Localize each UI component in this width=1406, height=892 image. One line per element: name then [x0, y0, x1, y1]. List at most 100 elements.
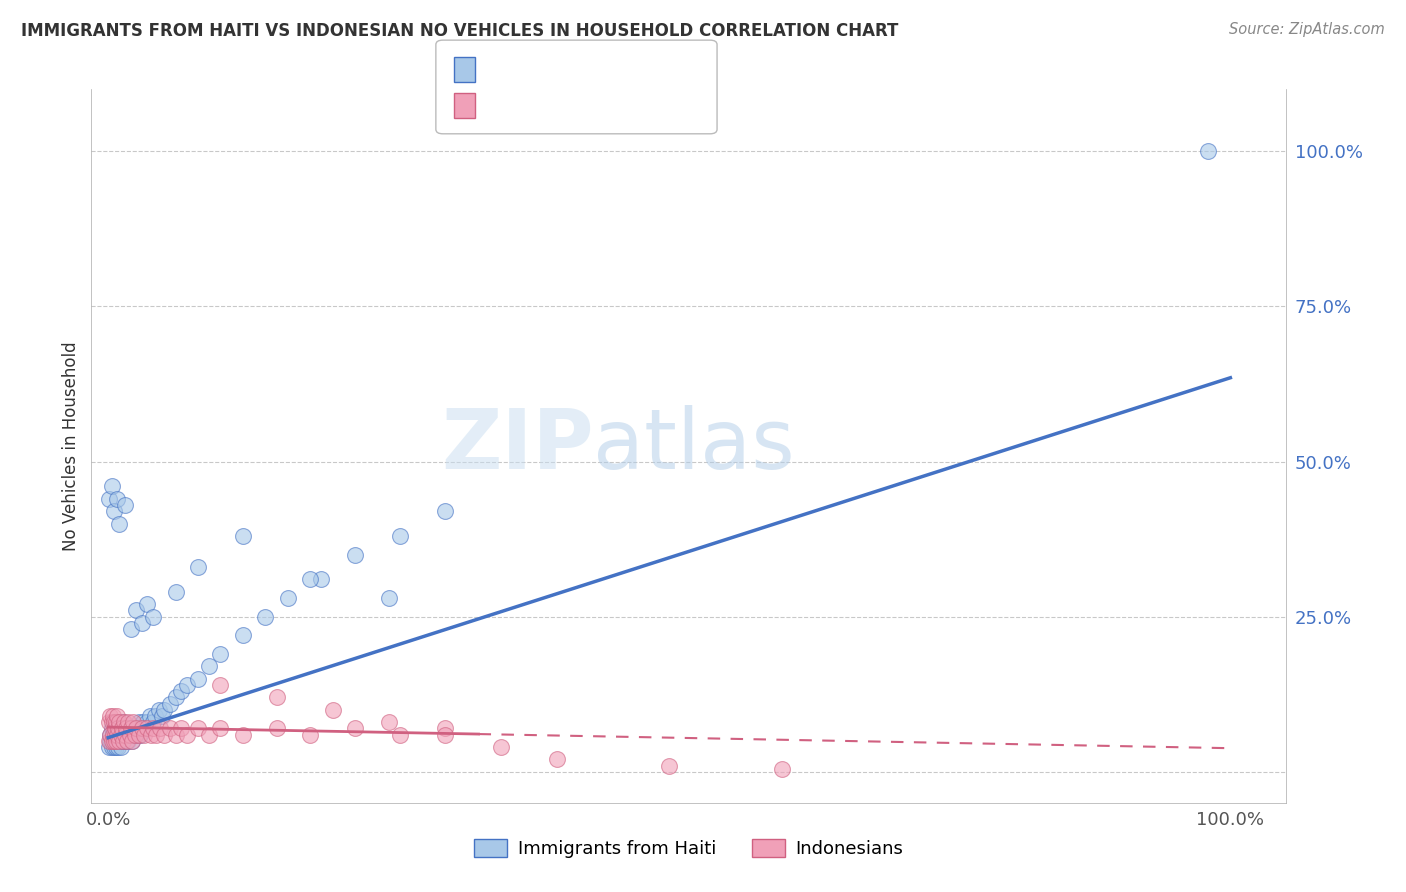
Point: [131, 722, 153, 736]
Point: [117, 722, 139, 736]
Point: [120, 622, 142, 636]
Point: [153, 727, 176, 741]
Point: [170, 684, 193, 698]
Point: [110, 739, 132, 754]
Point: [1197, 145, 1219, 159]
Point: [121, 733, 143, 747]
Point: [100, 727, 122, 741]
Point: [277, 591, 299, 605]
Point: [125, 727, 148, 741]
Point: [266, 722, 288, 736]
Point: [127, 722, 149, 736]
Point: [105, 727, 128, 741]
Point: [136, 715, 159, 730]
Point: [100, 733, 122, 747]
Point: [322, 703, 344, 717]
Point: [114, 498, 136, 512]
Point: [165, 690, 187, 705]
Point: [112, 715, 135, 730]
Point: [100, 739, 122, 754]
Point: [134, 727, 156, 741]
Point: [139, 709, 162, 723]
Point: [111, 733, 134, 747]
Point: [103, 722, 125, 736]
Point: [105, 733, 128, 747]
Text: 0.574: 0.574: [538, 61, 591, 78]
Point: [98, 715, 121, 730]
Point: [117, 733, 139, 747]
Point: [105, 733, 128, 747]
Text: -0.078: -0.078: [538, 96, 598, 114]
Point: [111, 727, 134, 741]
Point: [104, 727, 127, 741]
Point: [107, 722, 129, 736]
Point: [118, 727, 141, 741]
Point: [115, 733, 138, 747]
Point: [125, 603, 148, 617]
Point: [198, 727, 221, 741]
Point: [143, 709, 166, 723]
Point: [232, 628, 254, 642]
Point: [111, 722, 134, 736]
Legend: Immigrants from Haiti, Indonesians: Immigrants from Haiti, Indonesians: [467, 831, 911, 865]
Point: [433, 727, 456, 741]
Point: [98, 491, 121, 506]
Point: [117, 733, 139, 747]
Point: [489, 739, 512, 754]
Point: [117, 715, 139, 730]
Point: [378, 715, 401, 730]
Point: [118, 727, 141, 741]
Point: [121, 733, 143, 747]
Point: [139, 727, 162, 741]
Point: [134, 722, 156, 736]
Point: [100, 715, 122, 730]
Point: [110, 727, 132, 741]
Point: [209, 722, 232, 736]
Point: [98, 733, 121, 747]
Point: [110, 727, 132, 741]
Point: [658, 758, 681, 772]
Point: [165, 727, 187, 741]
Point: [104, 727, 127, 741]
Text: 81: 81: [640, 61, 662, 78]
Point: [120, 722, 142, 736]
Text: N =: N =: [595, 96, 626, 114]
Point: [198, 659, 221, 673]
Point: [254, 609, 277, 624]
Point: [108, 733, 131, 747]
Point: [232, 727, 254, 741]
Point: [299, 727, 322, 741]
Point: [107, 727, 129, 741]
Point: [120, 722, 142, 736]
Point: [105, 715, 128, 730]
Point: [176, 727, 198, 741]
Point: [105, 739, 128, 754]
Point: [209, 678, 232, 692]
Point: [122, 715, 145, 730]
Point: [136, 597, 159, 611]
Point: [128, 715, 150, 730]
Text: atlas: atlas: [593, 406, 794, 486]
Point: [209, 647, 232, 661]
Point: [131, 722, 153, 736]
Text: Source: ZipAtlas.com: Source: ZipAtlas.com: [1229, 22, 1385, 37]
Point: [100, 479, 122, 493]
Point: [378, 591, 401, 605]
Point: [142, 715, 165, 730]
Point: [108, 516, 131, 531]
Point: [103, 733, 125, 747]
Point: [128, 727, 150, 741]
Point: [770, 762, 793, 776]
Point: [103, 504, 125, 518]
Point: [344, 722, 367, 736]
Point: [125, 722, 148, 736]
Point: [104, 733, 127, 747]
Point: [187, 722, 209, 736]
Point: [148, 703, 170, 717]
Point: [150, 709, 173, 723]
Point: [344, 548, 367, 562]
Point: [170, 722, 193, 736]
Point: [112, 733, 135, 747]
Point: [232, 529, 254, 543]
Point: [111, 715, 134, 730]
